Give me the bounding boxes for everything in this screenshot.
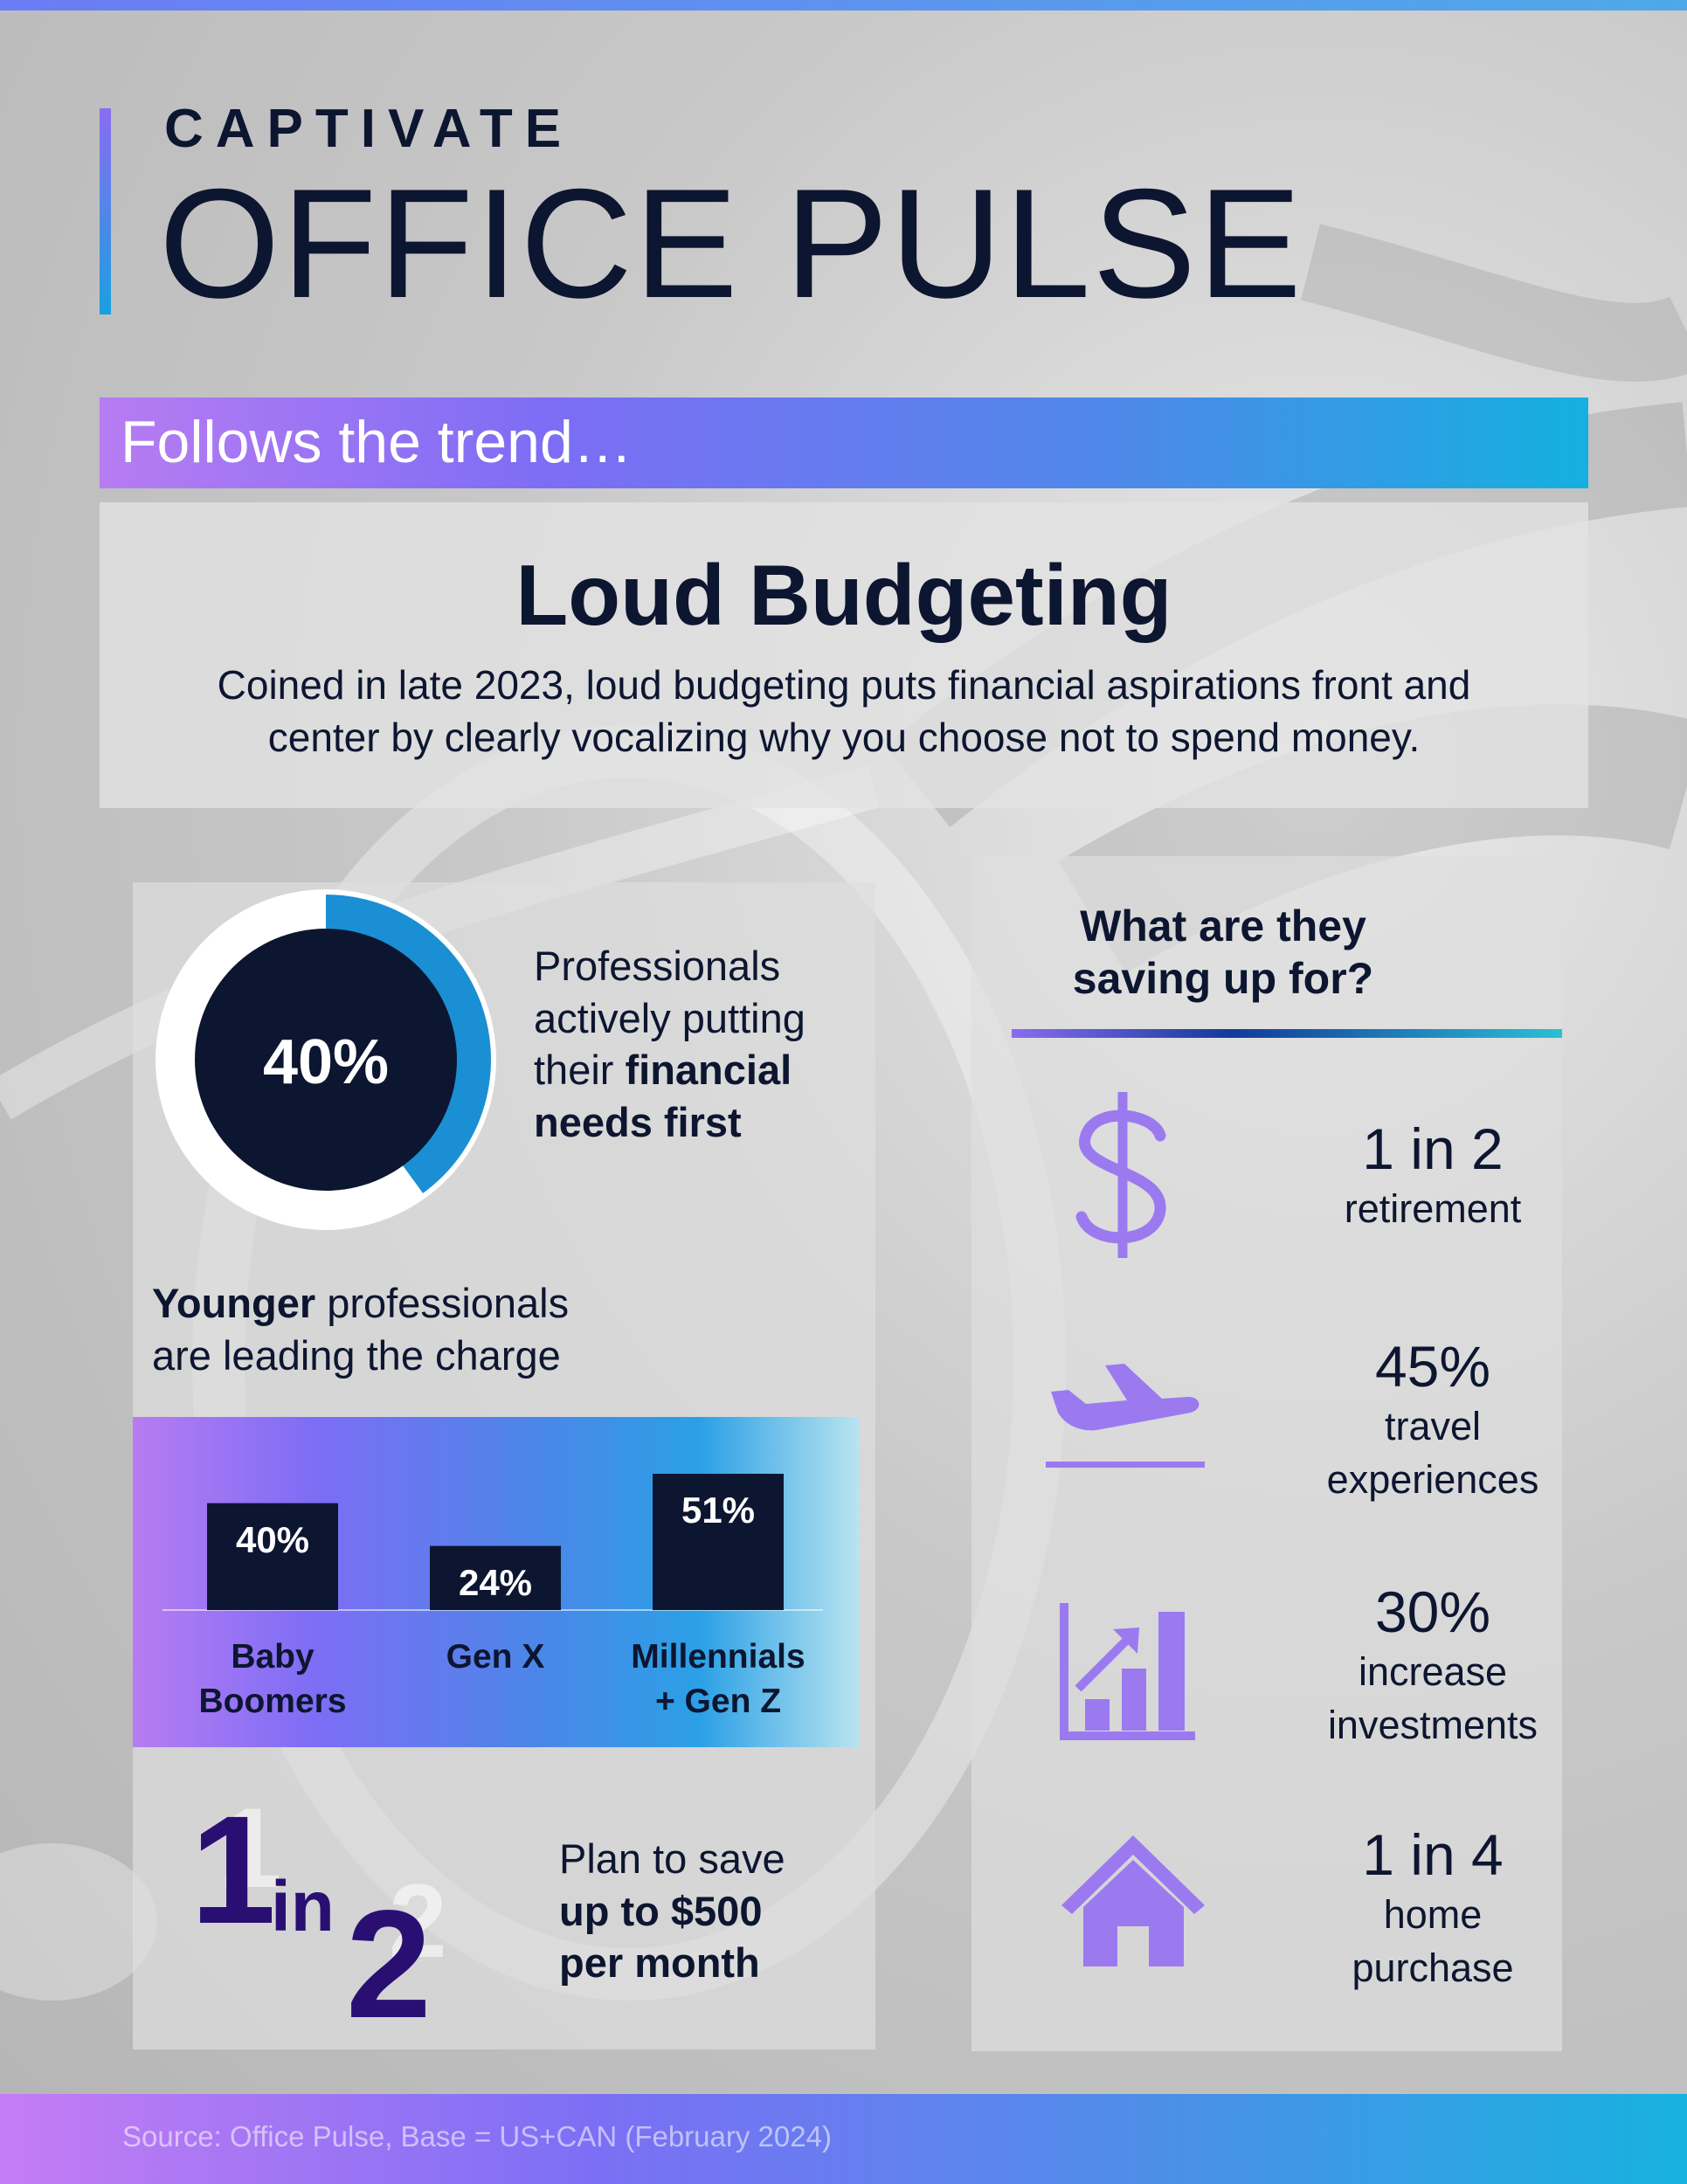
savings-period: per month: [559, 1939, 760, 1987]
ratio-numerator: 1: [190, 1785, 276, 1956]
brand-accent-bar: [100, 108, 111, 314]
company-logo: CAPTIVATE: [164, 99, 574, 159]
goal-travel-label-1: travel: [1384, 1403, 1482, 1448]
bar-value-label: 40%: [235, 1518, 310, 1560]
donut-center: [195, 929, 457, 1191]
intro-description: Coined in late 2023, loud budgeting puts…: [126, 660, 1562, 764]
trend-banner: Follows the trend…: [100, 397, 1588, 488]
intro-title: Loud Budgeting: [515, 547, 1172, 643]
donut-caption-plain: their: [534, 1047, 626, 1094]
airplane-icon: [1046, 1364, 1205, 1468]
product-title: OFFICE PULSE: [159, 156, 1303, 330]
goal-home-label-1: home: [1383, 1891, 1483, 1937]
generations-heading: Younger professionals are leading the ch…: [152, 1277, 676, 1381]
ratio-in: in: [271, 1867, 335, 1946]
savings-line-3: per month: [559, 1937, 856, 1989]
generations-heading-bold: Younger: [152, 1280, 316, 1326]
category-label-line: Boomers: [198, 1683, 347, 1721]
goal-travel-stat: 45%: [1374, 1334, 1491, 1399]
goal-retirement-label: retirement: [1344, 1185, 1522, 1231]
bar-2: [653, 1474, 784, 1610]
bar-1: [430, 1545, 561, 1610]
savings-plan-text: Plan to save up to $500 per month: [559, 1833, 856, 1989]
donut-caption-bold-1: financial: [625, 1047, 792, 1094]
generation-bar-chart: 40% Baby Boomers 24% Gen X 51% Millennials + Ge…: [133, 1417, 860, 1747]
donut-chart: [156, 889, 496, 1230]
generations-heading-line-2: are leading the charge: [152, 1331, 561, 1379]
savings-line-2: up to $500: [559, 1885, 856, 1938]
category-label: Baby Boomers: [159, 1635, 386, 1724]
saving-goals-divider: [1012, 1029, 1562, 1038]
ratio-shadow-denominator: 2: [389, 1863, 447, 1980]
category-label: Millennials + Gen Z: [605, 1635, 832, 1724]
savings-line-1: Plan to save: [559, 1835, 785, 1882]
category-label-line: + Gen Z: [654, 1683, 782, 1721]
category-label-line: Millennials: [631, 1638, 805, 1676]
goal-investments-label-2: investments: [1327, 1702, 1538, 1747]
house-icon: [1061, 1835, 1205, 1966]
bar-value-label: 51%: [681, 1489, 756, 1531]
saving-goals-title: What are they saving up for?: [971, 900, 1475, 1005]
top-accent-line: [0, 0, 1687, 10]
saving-goals-title-line-2: saving up for?: [1072, 954, 1374, 1003]
generations-heading-rest: professionals: [315, 1280, 570, 1326]
donut-caption-line-1: Professionals: [534, 943, 781, 989]
intro-line-2: center by clearly vocalizing why you cho…: [267, 714, 1421, 760]
trend-banner-text: Follows the trend…: [121, 409, 633, 475]
saving-goals-panel: [971, 856, 1562, 2051]
bar-0: [207, 1503, 338, 1610]
donut-caption-line-4: needs first: [534, 1096, 866, 1149]
source-note: Source: Office Pulse, Base = US+CAN (Feb…: [122, 2120, 832, 2153]
goal-investments: 30% increase investments: [1276, 1579, 1590, 1752]
ratio-denominator: 2: [346, 1879, 432, 2050]
category-label: Gen X: [382, 1635, 609, 1679]
goal-travel: 45% travel experiences: [1276, 1334, 1590, 1506]
goal-retirement: 1 in 2 retirement: [1276, 1116, 1590, 1236]
goal-home-stat: 1 in 4: [1362, 1822, 1504, 1887]
donut-caption-line-3: their financial: [534, 1044, 866, 1096]
goal-retirement-stat: 1 in 2: [1362, 1116, 1504, 1181]
intro-line-1: Coined in late 2023, loud budgeting puts…: [217, 662, 1471, 708]
donut-value: 40%: [262, 1027, 390, 1097]
goal-investments-label-1: increase: [1358, 1648, 1508, 1694]
generation-bars: [162, 1474, 823, 1611]
footer-bar: Source: Office Pulse, Base = US+CAN (Feb…: [0, 2094, 1687, 2184]
intro-panel: Loud Budgeting Coined in late 2023, loud…: [100, 502, 1588, 808]
goal-home-label-2: purchase: [1352, 1945, 1514, 1990]
savings-amount: up to $500: [559, 1887, 763, 1934]
goal-travel-label-2: experiences: [1326, 1456, 1539, 1502]
donut-caption-bold-2: needs first: [534, 1099, 742, 1146]
donut-caption-line-2: actively putting: [534, 994, 805, 1041]
bar-value-label: 24%: [458, 1561, 533, 1603]
growth-chart-icon: [1060, 1603, 1195, 1740]
ratio-shadow-numerator: 1: [218, 1784, 282, 1911]
donut-caption: Professionals actively putting their fin…: [534, 940, 866, 1149]
goal-home: 1 in 4 home purchase: [1276, 1822, 1590, 1994]
goal-investments-stat: 30%: [1374, 1579, 1491, 1644]
dollar-icon: [1075, 1092, 1166, 1258]
category-label-line: Baby: [231, 1638, 315, 1676]
saving-goals-title-line-1: What are they: [1080, 902, 1366, 950]
generations-heading-line-1: Younger professionals: [152, 1277, 676, 1330]
category-label-line: Gen X: [446, 1638, 545, 1676]
